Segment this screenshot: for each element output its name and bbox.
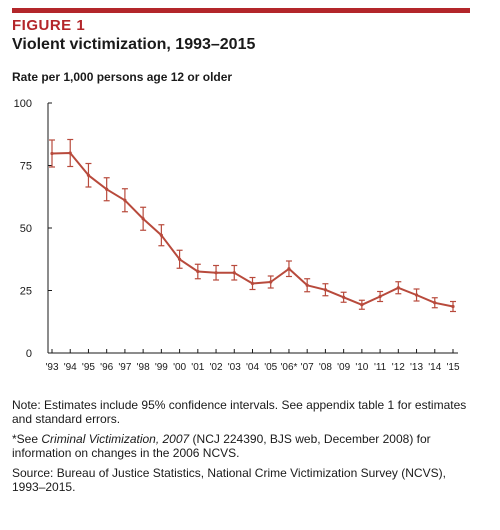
- x-tick-label: '06*: [280, 362, 297, 373]
- data-point: [360, 303, 364, 307]
- data-point: [323, 288, 328, 292]
- x-tick-label: '08: [319, 362, 332, 373]
- violent-victimization-line-chart: 0 25 50 75 100 '93 '94 '95 '96 '97 '98 '99 '00 '01 '02…: [14, 98, 460, 373]
- error-bars: [49, 138, 456, 313]
- data-point: [105, 187, 109, 191]
- x-tick-label: '09: [337, 362, 350, 373]
- note-ncvs-prefix: *See: [12, 432, 42, 446]
- data-point: [159, 233, 163, 237]
- y-tick-label: 100: [14, 98, 32, 110]
- top-accent-rule: [12, 8, 470, 13]
- y-tick-label: 50: [20, 223, 32, 235]
- data-point: [86, 173, 91, 177]
- x-tick-label: '03: [228, 362, 241, 373]
- tick-labels: 0 25 50 75 100 '93 '94 '95 '96 '97 '98 '99 '00 '01 '02…: [14, 98, 460, 373]
- chart-axes: [47, 102, 458, 354]
- data-point: [342, 295, 346, 299]
- x-tick-label: '99: [155, 362, 168, 373]
- x-tick-label: '12: [392, 362, 405, 373]
- x-tick-label: '04: [246, 362, 259, 373]
- note-ncvs-publication: Criminal Victimization, 2007: [41, 432, 190, 446]
- x-tick-label: '13: [410, 362, 423, 373]
- data-point: [141, 217, 145, 221]
- x-tick-label: '10: [355, 362, 368, 373]
- data-point: [396, 286, 400, 290]
- data-point: [196, 269, 200, 274]
- figure-notes: Note: Estimates include 95% confidence i…: [12, 398, 482, 500]
- data-point: [123, 198, 127, 202]
- x-tick-label: '98: [137, 362, 150, 373]
- x-tick-label: '01: [191, 362, 204, 373]
- data-point: [214, 271, 218, 275]
- data-point: [50, 151, 54, 156]
- x-tick-label: '14: [428, 362, 441, 373]
- data-point: [68, 151, 72, 155]
- y-tick-label: 25: [20, 286, 32, 298]
- data-point: [451, 304, 455, 309]
- series-line: [50, 151, 455, 309]
- data-point: [414, 293, 419, 297]
- data-point: [269, 280, 273, 284]
- data-point: [177, 257, 182, 261]
- x-tick-label: '93: [45, 362, 58, 373]
- note-ncvs-suffix: (NCJ 224390, BJS web, December 2008) for…: [12, 432, 431, 460]
- y-tick-label: 75: [20, 161, 32, 173]
- note-source: Source: Bureau of Justice Statistics, Na…: [12, 466, 446, 494]
- data-point: [250, 281, 255, 286]
- figure-label: FIGURE 1: [12, 17, 86, 34]
- x-tick-label: '02: [210, 362, 223, 373]
- x-tick-label: '15: [446, 362, 459, 373]
- x-tick-label: '05: [264, 362, 277, 373]
- figure-title: Violent victimization, 1993–2015: [12, 36, 256, 53]
- x-tick-label: '11: [374, 362, 387, 373]
- y-tick-label: 0: [26, 348, 32, 360]
- x-tick-label: '94: [64, 362, 77, 373]
- figure-subtitle: Rate per 1,000 persons age 12 or older: [12, 70, 233, 84]
- x-tick-label: '07: [301, 362, 314, 373]
- x-tick-label: '95: [82, 362, 95, 373]
- x-tick-label: '00: [173, 362, 186, 373]
- data-point: [287, 267, 291, 271]
- note-ncvs-changes: *See Criminal Victimization, 2007 (NCJ 2…: [12, 432, 482, 460]
- data-point: [305, 283, 309, 287]
- data-point: [433, 301, 437, 305]
- data-point: [232, 271, 236, 275]
- x-tick-label: '97: [118, 362, 131, 373]
- x-tick-label: '96: [100, 362, 113, 373]
- note-confidence-intervals: Note: Estimates include 95% confidence i…: [12, 398, 467, 426]
- data-point: [378, 294, 382, 299]
